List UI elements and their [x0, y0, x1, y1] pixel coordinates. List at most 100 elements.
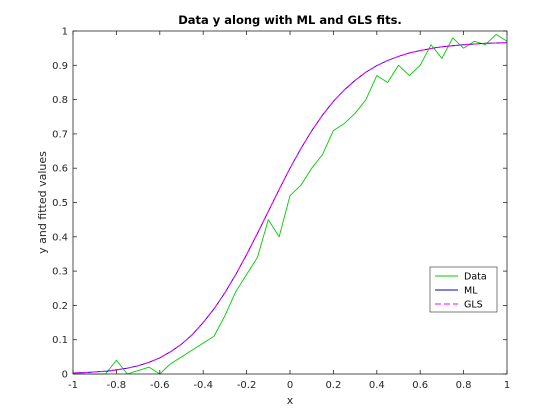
- series-data-point: [279, 236, 280, 237]
- series-data-point: [485, 44, 486, 45]
- series-gls-point: [181, 344, 182, 345]
- series-gls-point: [344, 89, 345, 90]
- legend-entry: GLS: [464, 300, 483, 311]
- y-tick-label: 0.3: [52, 267, 68, 278]
- series-gls-point: [268, 211, 269, 212]
- series-data-point: [387, 82, 388, 83]
- ticks-layer: -1 -0.8 -0.6 -0.4 -0.2 0 0.2 0.4 0.6 0.8 1 0 0.1 0.2 0…: [52, 27, 510, 392]
- series-data-point: [138, 370, 139, 371]
- series-data-point: [463, 48, 464, 49]
- x-tick-label: 0.4: [369, 380, 385, 391]
- series-data-point: [148, 367, 149, 368]
- series-gls-point: [452, 45, 453, 46]
- series-gls-point: [224, 292, 225, 293]
- series-gls-point: [398, 56, 399, 57]
- series-gls-point: [246, 254, 247, 255]
- y-tick-label: 0: [62, 370, 68, 381]
- series-data-point: [420, 65, 421, 66]
- x-tick-label: 1: [504, 380, 510, 391]
- series-gls-point: [311, 130, 312, 131]
- series-gls-point: [203, 322, 204, 323]
- y-tick-label: 1: [62, 27, 68, 38]
- series-data-point: [235, 291, 236, 292]
- series-gls-point: [376, 65, 377, 66]
- series-gls-point: [235, 274, 236, 275]
- series-gls-point: [441, 46, 442, 47]
- chart-title: Data y along with ML and GLS fits.: [178, 13, 402, 27]
- series-gls-point: [430, 48, 431, 49]
- series-data-point: [333, 130, 334, 131]
- series-data-point: [300, 185, 301, 186]
- series-data-point: [203, 343, 204, 344]
- series-gls-point: [289, 168, 290, 169]
- series-gls-point: [355, 80, 356, 81]
- series-data-line: [73, 33, 508, 375]
- series-gls-point: [148, 362, 149, 363]
- series-gls-point: [409, 52, 410, 53]
- x-tick-label: 0.6: [412, 380, 428, 391]
- series-data-point: [268, 219, 269, 220]
- series-gls-point: [192, 334, 193, 335]
- series-gls-point: [138, 365, 139, 366]
- series-data-point: [181, 356, 182, 357]
- legend-entry: Data: [464, 272, 487, 283]
- series-gls-point: [496, 42, 497, 43]
- series-gls-point: [127, 368, 128, 369]
- series-gls-point: [365, 72, 366, 73]
- y-axis-label: y and fitted values: [36, 151, 49, 254]
- y-tick-label: 0.9: [52, 61, 68, 72]
- x-tick-label: 0: [287, 380, 293, 391]
- series-data-point: [322, 154, 323, 155]
- series-gls-point: [322, 114, 323, 115]
- y-tick-label: 0.2: [52, 301, 68, 312]
- plot-area: [73, 31, 507, 374]
- series-gls-line: [72, 42, 508, 374]
- series-gls-point: [94, 371, 95, 372]
- series-data-point: [344, 123, 345, 124]
- x-tick-label: -0.8: [107, 380, 127, 391]
- series-data-point: [409, 75, 410, 76]
- series-gls-point: [300, 148, 301, 149]
- series-gls-point: [333, 101, 334, 102]
- x-tick-label: 0.2: [325, 380, 341, 391]
- x-tick-label: -0.2: [237, 380, 257, 391]
- y-tick-label: 0.7: [52, 129, 68, 140]
- series-data-point: [398, 65, 399, 66]
- series-gls-point: [105, 371, 106, 372]
- series-gls-point: [83, 372, 84, 373]
- series-gls-point: [474, 43, 475, 44]
- y-tick-label: 0.4: [52, 232, 68, 243]
- series-gls-point: [159, 357, 160, 358]
- series-data-point: [224, 315, 225, 316]
- series-data-point: [376, 75, 377, 76]
- series-data-point: [365, 99, 366, 100]
- series-data-point: [355, 113, 356, 114]
- y-tick-label: 0.8: [52, 95, 68, 106]
- series-gls-point: [420, 50, 421, 51]
- series-data-point: [192, 349, 193, 350]
- series-data-point: [496, 34, 497, 35]
- series-gls-point: [387, 60, 388, 61]
- series-data-point: [311, 168, 312, 169]
- series-gls-point: [485, 43, 486, 44]
- series-gls-point: [170, 351, 171, 352]
- series-data-point: [452, 37, 453, 38]
- series-data-point: [474, 41, 475, 42]
- x-tick-label: -0.4: [193, 380, 213, 391]
- series-data-point: [257, 257, 258, 258]
- series-data-point: [213, 336, 214, 337]
- series-gls-point: [463, 44, 464, 45]
- series-data-point: [246, 274, 247, 275]
- legend-entry: ML: [464, 286, 478, 297]
- series-gls-point: [257, 233, 258, 234]
- series-data-point: [116, 360, 117, 361]
- x-tick-label: -1: [68, 380, 78, 391]
- series-data-point: [170, 363, 171, 364]
- x-axis-label: x: [287, 394, 294, 407]
- x-tick-label: -0.6: [150, 380, 170, 391]
- y-tick-label: 0.6: [52, 164, 68, 175]
- legend: Data ML GLS: [429, 266, 498, 313]
- series-layer: [72, 33, 508, 375]
- y-tick-label: 0.5: [52, 198, 68, 209]
